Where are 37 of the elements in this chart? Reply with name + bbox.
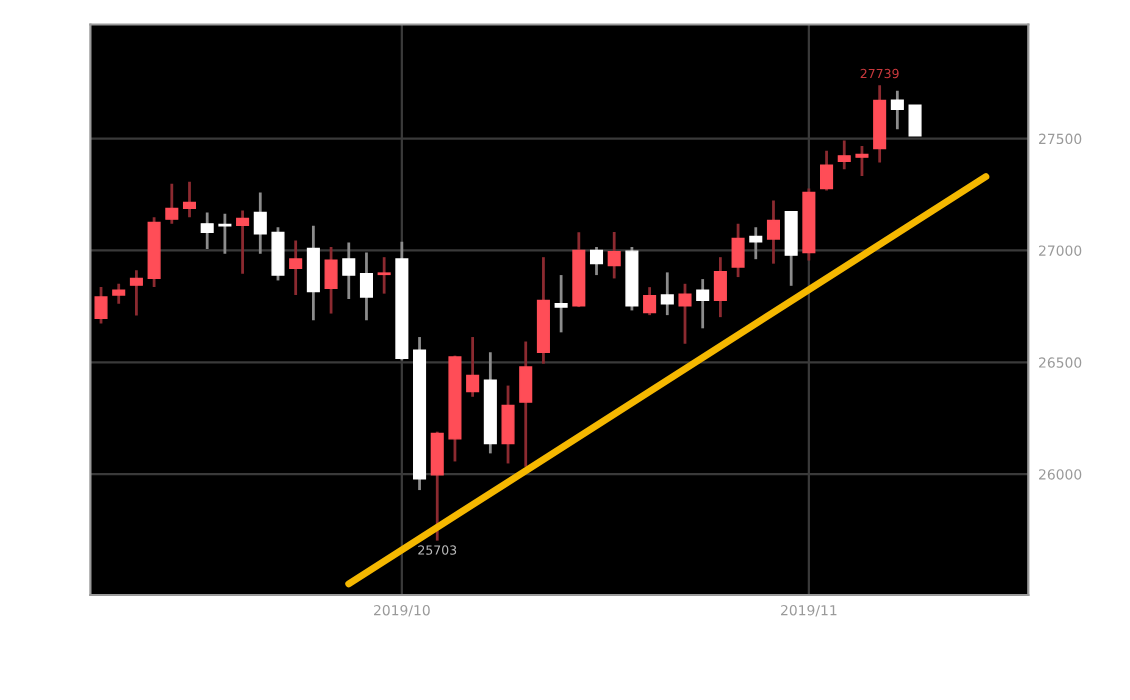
candlestick	[271, 225, 285, 282]
candlestick	[324, 245, 338, 315]
candlestick	[182, 180, 197, 219]
candlestick	[342, 241, 356, 301]
candlestick	[306, 224, 320, 322]
candlestick	[837, 139, 851, 171]
candlestick	[643, 285, 657, 317]
candlestick	[236, 209, 250, 276]
candlestick	[289, 239, 303, 297]
candlestick	[696, 277, 710, 330]
candlestick	[855, 144, 869, 178]
candlestick	[731, 222, 745, 279]
candlestick	[466, 335, 480, 399]
candlestick	[253, 191, 267, 256]
candlestick	[713, 255, 727, 319]
candlestick	[820, 149, 834, 192]
candlestick	[377, 255, 391, 296]
candlestick	[501, 384, 515, 465]
candlestick	[660, 271, 674, 317]
candlestick	[766, 199, 781, 266]
candlestick	[890, 89, 904, 131]
candlestick	[784, 210, 798, 288]
candlestick	[112, 282, 126, 306]
candlestick	[678, 282, 692, 346]
candlestick	[94, 285, 108, 326]
candlestick	[218, 212, 232, 256]
candlestick	[359, 251, 373, 322]
candlestick	[554, 273, 568, 334]
candlestick	[129, 268, 143, 317]
candlestick	[607, 230, 621, 280]
candlestick	[165, 182, 179, 226]
candlestick	[589, 245, 604, 277]
candlestick	[200, 211, 214, 251]
candlestick	[908, 104, 922, 137]
candlestick	[519, 340, 533, 469]
candlestick	[430, 430, 444, 543]
candlestick	[749, 225, 763, 261]
